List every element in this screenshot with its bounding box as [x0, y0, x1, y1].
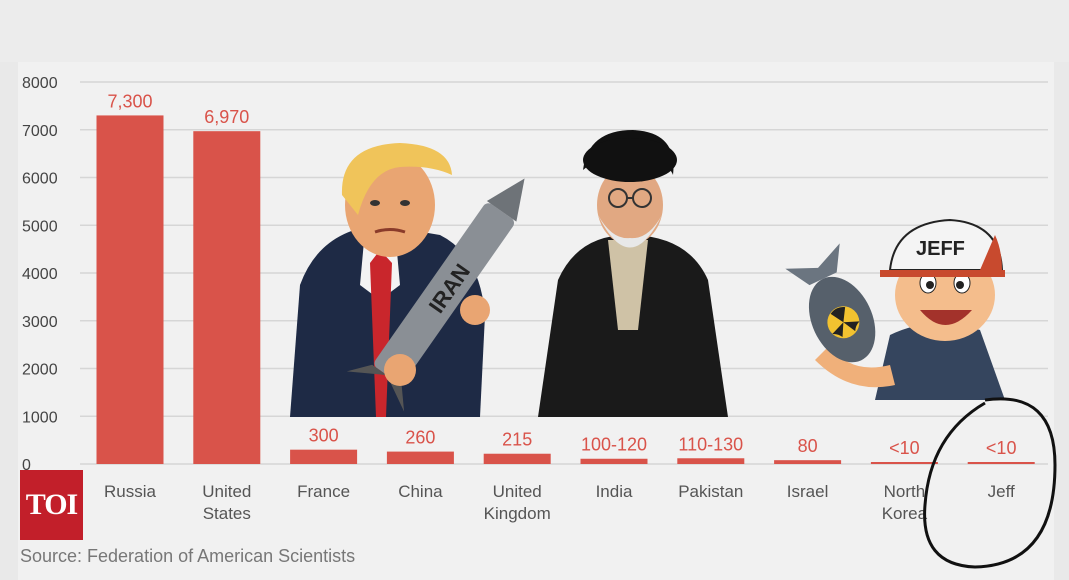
x-category-label: United States — [202, 482, 251, 523]
x-category-label: United Kingdom — [484, 482, 551, 523]
bar — [580, 458, 648, 464]
x-category-label: Jeff — [988, 482, 1015, 501]
bar — [290, 449, 358, 464]
bar-value-label: 80 — [798, 436, 818, 456]
x-category-label: China — [398, 482, 443, 501]
cap-label: JEFF — [916, 238, 965, 260]
khamenei-cartoon-illustration — [538, 130, 728, 417]
bar — [96, 115, 164, 465]
y-tick-label: 5000 — [22, 218, 58, 235]
toi-logo: TOI — [20, 470, 83, 540]
x-category-label: Israel — [787, 482, 829, 501]
source-note: Source: Federation of American Scientist… — [20, 546, 356, 566]
bar — [386, 451, 454, 464]
bar-value-label: 215 — [502, 430, 532, 450]
hand-drawn-circle-annotation — [923, 397, 1057, 569]
y-tick-label: 6000 — [22, 171, 58, 188]
bar-value-label: 7,300 — [107, 91, 152, 111]
x-category-label: India — [596, 482, 633, 501]
y-tick-label: 0 — [22, 457, 31, 474]
y-tick-label: 8000 — [22, 75, 58, 92]
bar — [774, 460, 842, 464]
y-tick-label: 4000 — [22, 266, 58, 283]
y-tick-label: 3000 — [22, 314, 58, 331]
bar-value-label: <10 — [889, 438, 920, 458]
x-category-label: Pakistan — [678, 482, 743, 501]
x-category-label: North Korea — [882, 482, 928, 523]
bar — [193, 131, 261, 464]
jeff-cartoon-illustration: JEFF — [785, 218, 1005, 400]
y-tick-label: 7000 — [22, 123, 58, 140]
x-category-label: Russia — [104, 482, 157, 501]
bar-value-label: 300 — [309, 426, 339, 446]
trump-cartoon-illustration: IRAN — [290, 143, 525, 417]
bar — [483, 453, 551, 464]
bar-value-label: 110-130 — [678, 434, 743, 454]
bar — [967, 462, 1035, 464]
y-tick-label: 2000 — [22, 362, 58, 379]
header-band — [0, 0, 1069, 62]
x-category-label: France — [297, 482, 350, 501]
bar-value-label: 6,970 — [204, 107, 249, 127]
bar-value-label: 260 — [405, 428, 435, 448]
bar-value-label: <10 — [986, 438, 1017, 458]
bar — [870, 462, 938, 464]
bar-value-label: 100-120 — [581, 435, 647, 455]
bar — [677, 458, 745, 464]
y-tick-label: 1000 — [22, 409, 58, 426]
